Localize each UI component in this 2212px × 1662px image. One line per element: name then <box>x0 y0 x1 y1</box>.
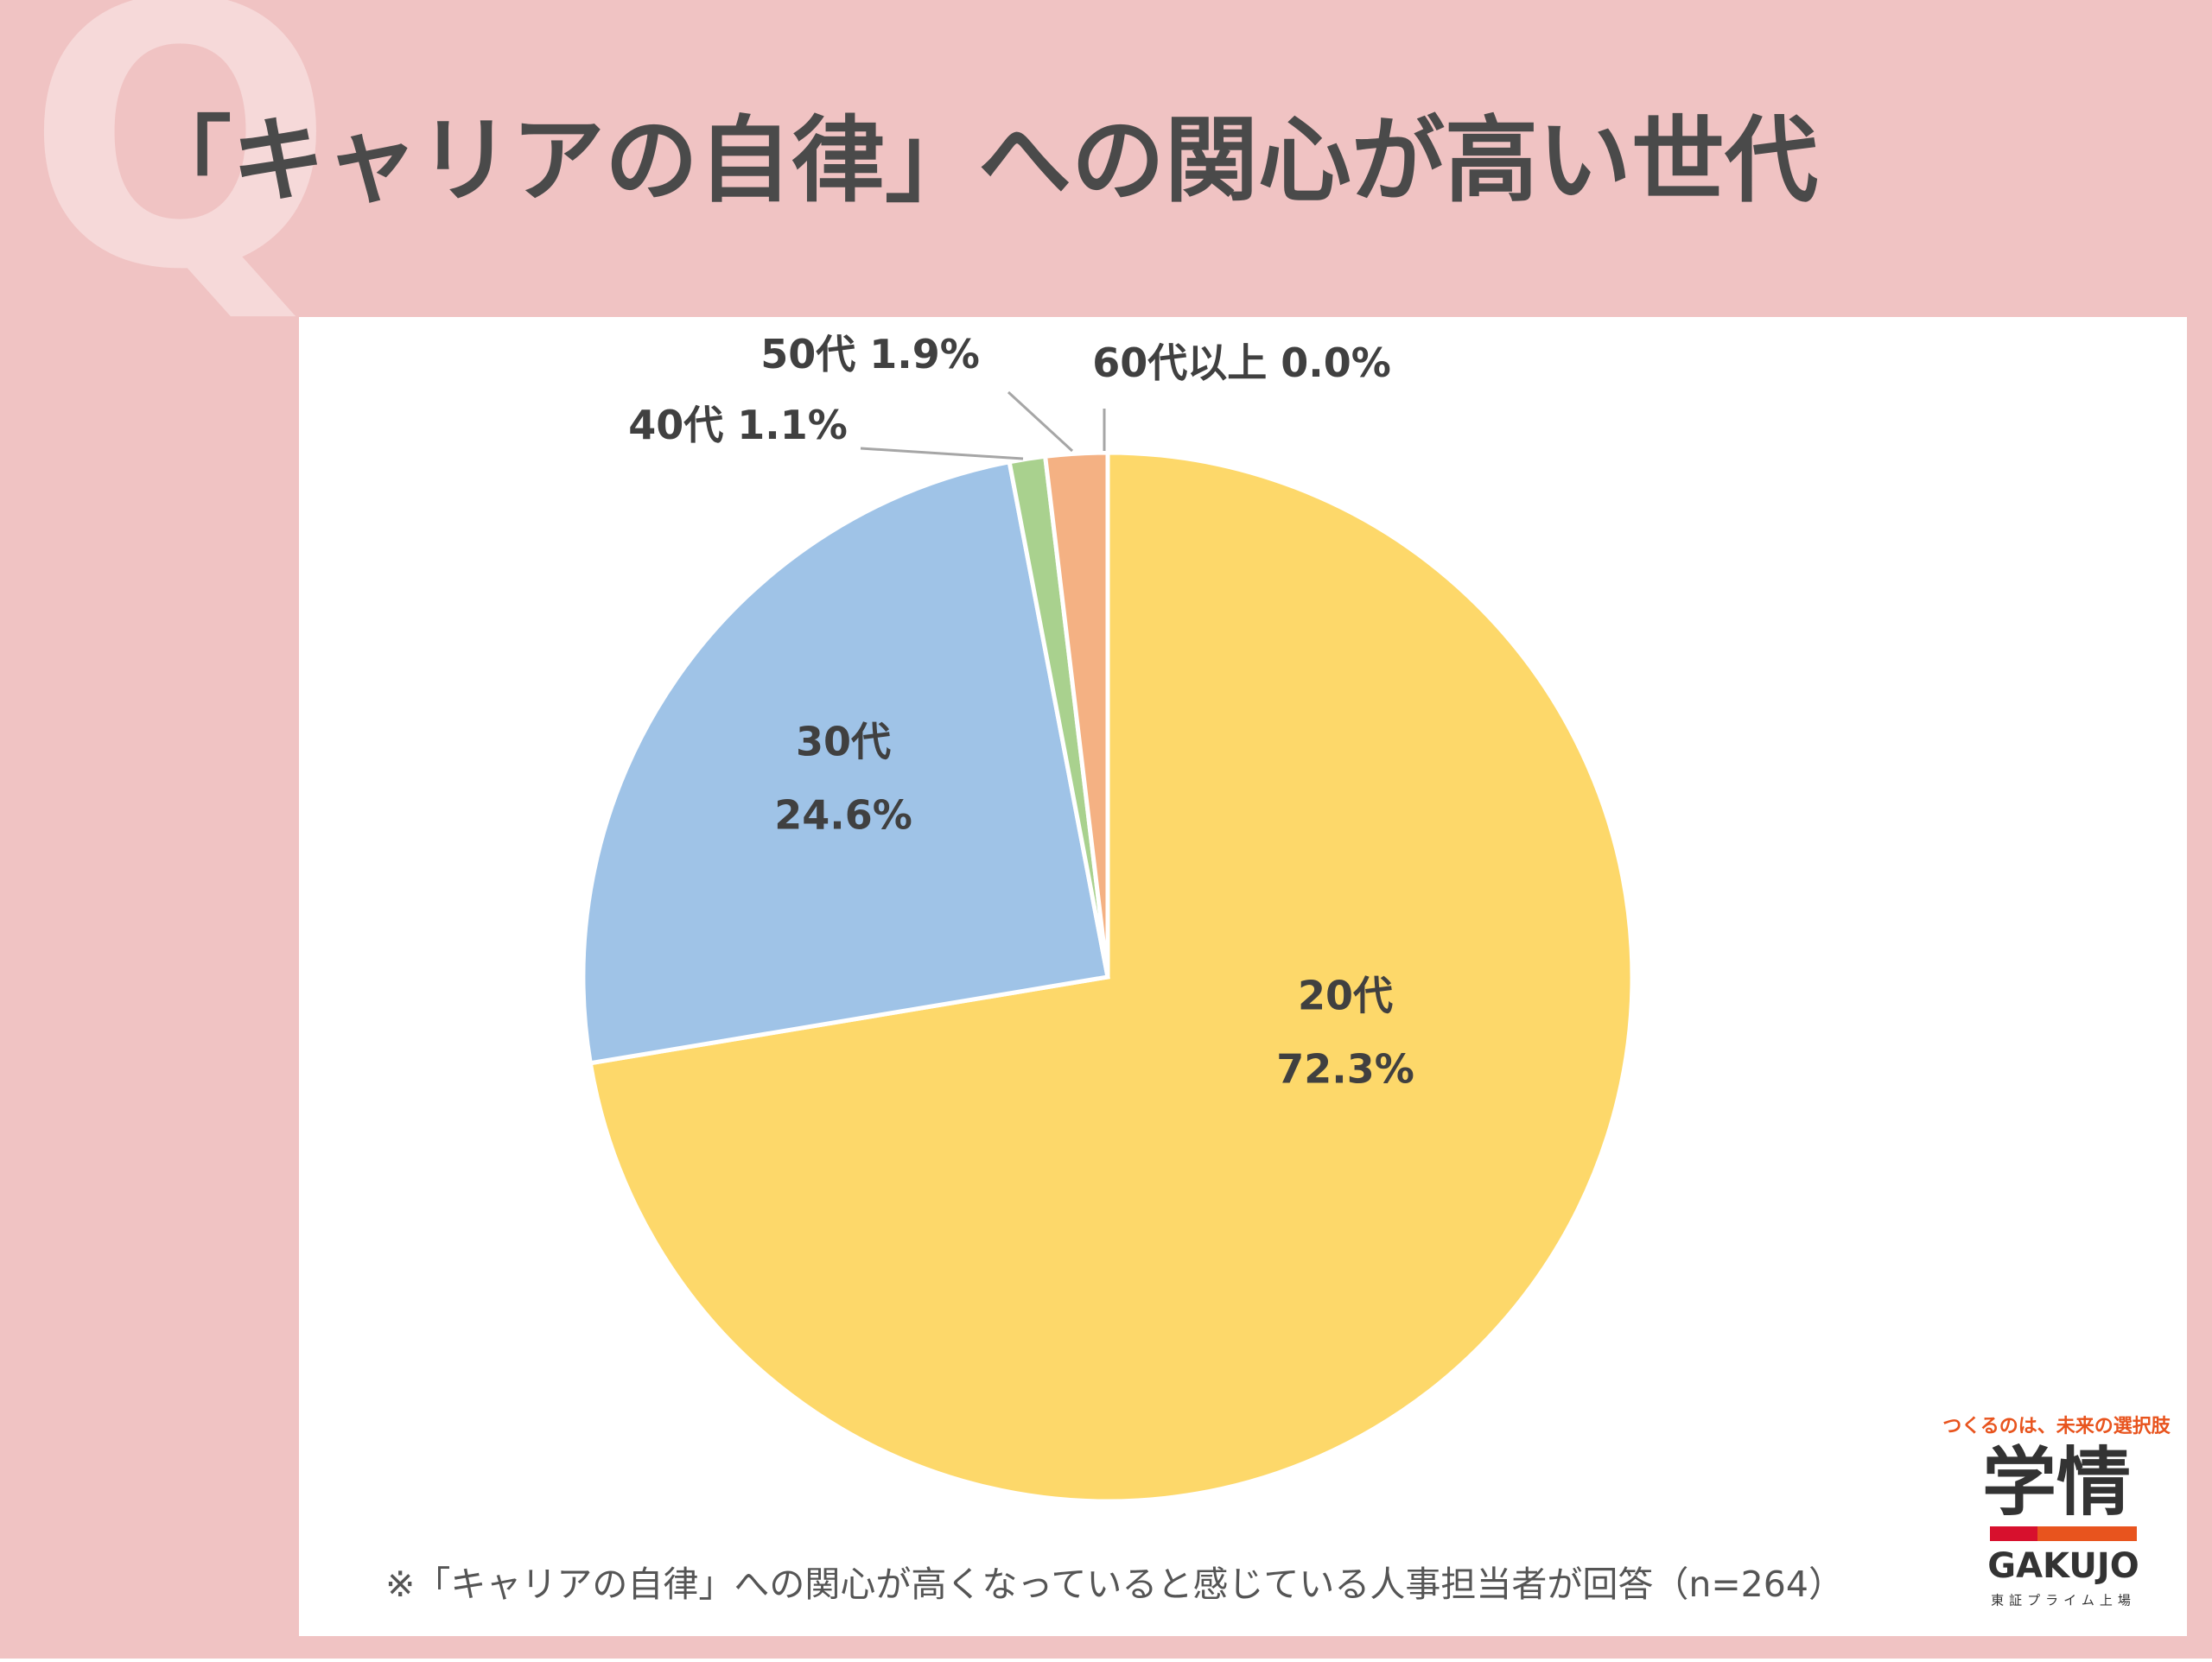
title: 「キャリアの自律」への関心が高い世代 <box>138 107 1818 215</box>
logo-tagline: つくるのは、未来の選択肢 <box>1942 1416 2171 1437</box>
logo-roman: GAKUJO <box>1987 1546 2139 1586</box>
slice-category-label: 20代 <box>1298 973 1393 1019</box>
slice-category-label: 50代 <box>760 331 855 377</box>
slice-label: 50代 1.9% <box>760 331 980 377</box>
pie-slice <box>581 459 1110 1066</box>
leader-line <box>1007 390 1074 453</box>
slice-value-label: 72.3% <box>1276 1046 1414 1093</box>
slice-category-label: 40代 <box>628 402 723 448</box>
pie: 20代 72.3% 30代 24.6% 40代 1.1% 50代 1.9% 60代以上 0.… <box>581 331 1635 1504</box>
pie-slice <box>588 450 1635 1504</box>
slice-category-label: 30代 <box>796 719 891 765</box>
logo-bar-accent <box>1990 1526 2037 1541</box>
footnote: ※「キャリアの自律」への関心が高くなっていると感じている人事担当者が回答（n=2… <box>385 1564 1844 1605</box>
leader-line <box>860 447 1024 460</box>
slice-value-label: 1.1% <box>737 402 848 448</box>
slice-value-label: 1.9% <box>869 331 980 377</box>
slice-value-label: 0.0% <box>1281 339 1391 386</box>
slice-category-label: 60代以上 <box>1092 339 1267 386</box>
slice-label: 60代以上 0.0% <box>1092 339 1391 386</box>
logo-name: 学情 <box>1982 1439 2131 1526</box>
logo-listing: 東証プライム上場 <box>1991 1593 2136 1608</box>
slice-value-label: 24.6% <box>774 792 912 839</box>
slice-label: 40代 1.1% <box>628 402 848 448</box>
watermark: Q <box>26 0 334 350</box>
